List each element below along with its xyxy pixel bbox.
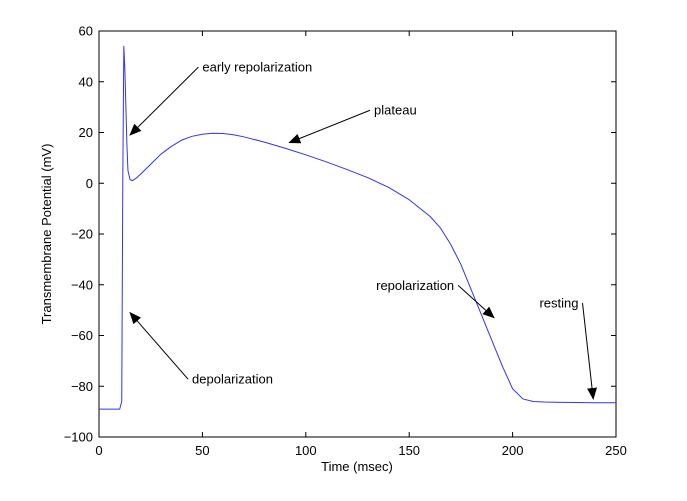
y-tick-label: −100 <box>64 430 93 445</box>
y-tick-label: 40 <box>79 74 93 89</box>
y-tick-label: 60 <box>79 24 93 39</box>
annotation-arrow <box>582 303 597 400</box>
annotation-label: resting <box>539 296 578 311</box>
y-tick-label: −60 <box>71 328 93 343</box>
x-tick-label: 0 <box>95 443 102 458</box>
y-axis-ticks: 60 40 20 0 −20 −40 −60 −80 −100 <box>64 24 616 445</box>
annotation-label: plateau <box>374 103 417 118</box>
y-tick-label: −20 <box>71 227 93 242</box>
y-tick-label: 0 <box>86 176 93 191</box>
annotation-arrow <box>129 311 189 380</box>
x-tick-label: 200 <box>502 443 524 458</box>
y-tick-label: 20 <box>79 125 93 140</box>
x-tick-label: 50 <box>195 443 209 458</box>
x-tick-label: 150 <box>398 443 420 458</box>
annotation-label: depolarization <box>192 372 273 387</box>
annotation-label: early repolarization <box>202 60 312 75</box>
annotation-arrow <box>288 109 371 144</box>
series-line-0 <box>99 45 616 410</box>
x-axis-ticks: 0 50 100 150 200 250 <box>95 31 627 458</box>
annotation-arrow <box>457 284 495 319</box>
y-axis-label: Transmembrane Potential (mV) <box>39 144 54 325</box>
x-tick-label: 100 <box>295 443 317 458</box>
y-tick-label: −80 <box>71 379 93 394</box>
annotation-label: repolarization <box>376 278 454 293</box>
annotation-arrow <box>129 66 199 136</box>
x-axis-label: Time (msec) <box>321 459 393 474</box>
annotation-layer: early repolarization plateau repolarizatio… <box>129 60 597 400</box>
y-tick-label: −40 <box>71 277 93 292</box>
series-layer <box>99 45 616 410</box>
x-tick-label: 250 <box>605 443 627 458</box>
plot-area <box>98 30 617 438</box>
